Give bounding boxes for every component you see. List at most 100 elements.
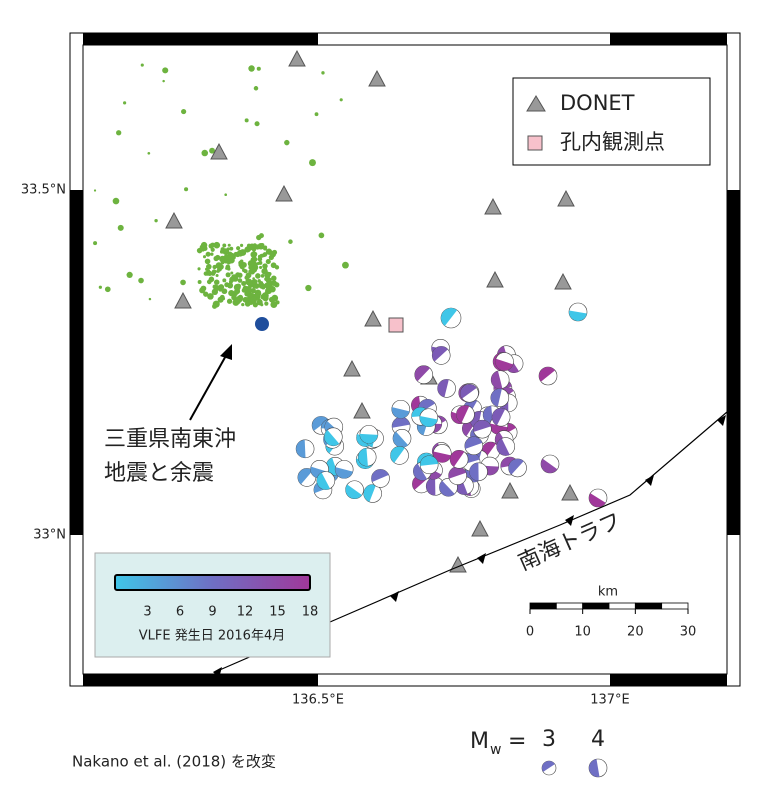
aftershock	[253, 86, 259, 91]
aftershock	[213, 279, 220, 285]
mw-symbol: M	[470, 729, 489, 754]
colorbar-tick-label: 18	[302, 605, 319, 620]
aftershock	[250, 288, 256, 294]
focal-mechanism-fill	[589, 493, 606, 507]
aftershock	[252, 277, 255, 280]
station-triangle	[554, 272, 572, 290]
aftershock	[247, 260, 255, 267]
aftershock	[243, 269, 248, 274]
aftershock	[256, 66, 261, 71]
station-triangle	[364, 309, 382, 327]
aftershock	[227, 251, 233, 257]
aftershock	[264, 267, 268, 270]
aftershock	[251, 299, 255, 304]
focal-mechanism-fill	[359, 433, 378, 444]
colorbar	[114, 574, 311, 591]
aftershock	[214, 284, 221, 291]
aftershock	[270, 301, 278, 308]
colorbar-tick-label: 3	[143, 605, 151, 620]
lon-label: 137°E	[590, 693, 630, 708]
aftershock	[203, 291, 209, 297]
scale-segment	[608, 602, 636, 610]
aftershock	[123, 101, 127, 105]
aftershock	[248, 243, 256, 251]
focal-mechanism-fill	[426, 477, 436, 496]
aftershock	[197, 280, 202, 284]
aftershock	[242, 285, 250, 293]
lon-label: 136.5°E	[292, 693, 344, 708]
aftershock	[230, 271, 234, 275]
aftershock	[222, 278, 227, 283]
aftershock	[251, 278, 258, 285]
focal-mechanism-fill	[469, 462, 479, 481]
station-triangle	[501, 481, 519, 499]
aftershock	[288, 239, 293, 244]
focal-mechanism-fill	[335, 467, 353, 479]
aftershock	[265, 276, 271, 283]
aftershock	[239, 264, 245, 270]
map-layer	[93, 49, 728, 678]
scale-segment	[555, 602, 584, 610]
mw-value: 4	[591, 727, 605, 752]
station-triangle	[275, 184, 293, 202]
aftershock	[210, 252, 214, 256]
aftershock	[104, 286, 111, 293]
scale-bar: 0 10 20 30	[526, 602, 697, 640]
station-triangle	[343, 359, 361, 377]
focal-mechanism-fill	[324, 429, 340, 446]
aftershock	[305, 284, 312, 292]
aftershock	[268, 254, 274, 261]
focal-mechanism-fill	[473, 420, 491, 432]
aftershock	[221, 288, 228, 295]
aftershock	[213, 255, 219, 262]
aftershock	[269, 286, 276, 293]
aftershock	[252, 256, 258, 262]
focal-mechanism-fill	[460, 384, 477, 399]
focal-mechanism-fill	[496, 438, 510, 456]
aftershock	[208, 243, 214, 249]
station-triangle	[561, 483, 579, 501]
aftershock	[210, 247, 215, 252]
aftershock	[246, 279, 253, 286]
mw-subscript: w	[490, 742, 501, 758]
focal-mechanism-fill	[297, 468, 313, 485]
focal-mechanism-fill	[539, 367, 555, 382]
aftershock	[239, 259, 244, 264]
scale-tick-label: 20	[627, 625, 644, 640]
aftershock	[227, 282, 234, 289]
aftershock	[216, 269, 220, 273]
aftershock	[284, 139, 290, 146]
aftershock	[247, 294, 251, 298]
aftershock	[220, 249, 224, 253]
mw-examples	[541, 758, 608, 778]
aftershock	[229, 276, 235, 283]
aftershock	[138, 277, 144, 284]
colorbar-ticks: 3 6 9 12 15 18	[143, 605, 318, 620]
focal-mechanism-fill	[448, 466, 467, 479]
focal-mechanism-fill	[392, 417, 410, 428]
arrow	[189, 351, 229, 421]
aftershock	[252, 268, 256, 273]
annotation: 三重県南東沖	[104, 427, 236, 452]
aftershock	[205, 251, 211, 257]
aftershock	[314, 112, 319, 117]
aftershock	[256, 234, 262, 241]
aftershock	[140, 63, 144, 67]
aftershock	[207, 293, 214, 300]
aftershock	[116, 130, 122, 136]
focal-mechanism-fill	[371, 469, 389, 482]
aftershock	[226, 298, 233, 304]
focal-mechanism-fill	[495, 358, 514, 371]
aftershock	[234, 288, 241, 295]
aftershock	[271, 275, 277, 281]
map-inner	[82, 44, 728, 675]
scale-tick-label: 30	[680, 625, 697, 640]
scale-segment	[582, 602, 610, 610]
aftershock	[339, 98, 343, 102]
aftershock	[263, 245, 268, 249]
aftershock	[117, 224, 124, 231]
colorbar-tick-label: 12	[237, 605, 254, 620]
scale-segment	[634, 602, 663, 610]
aftershock	[264, 290, 268, 294]
